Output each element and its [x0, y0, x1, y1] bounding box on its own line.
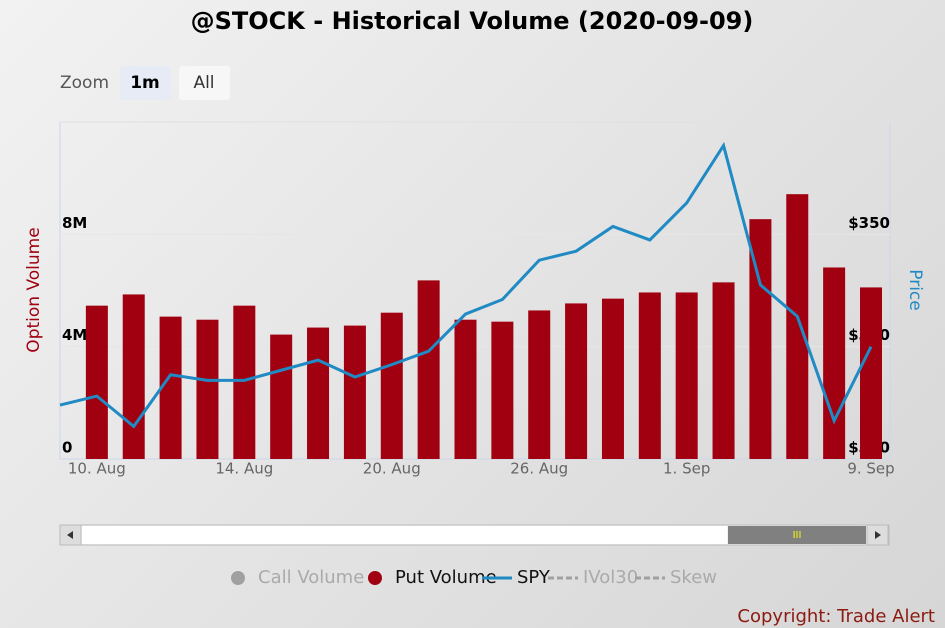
legend-label[interactable]: IVol30 — [583, 567, 638, 588]
x-tick-label: 10. Aug — [68, 460, 126, 478]
navigator-window[interactable] — [82, 526, 727, 544]
bar — [307, 327, 330, 459]
bar — [233, 305, 256, 459]
bar — [565, 303, 588, 459]
bar — [823, 267, 846, 459]
arrow — [875, 531, 881, 539]
x-tick-label: 14. Aug — [215, 460, 273, 478]
bar — [491, 321, 514, 459]
x-tick-label: 9. Sep — [847, 460, 894, 478]
bar — [85, 305, 108, 459]
scrollbar-thumb[interactable] — [728, 526, 866, 544]
legend-label[interactable]: Skew — [670, 567, 717, 588]
bar — [712, 282, 735, 459]
y-axis-title: Option Volume — [24, 227, 44, 352]
legend-label[interactable]: SPY — [517, 567, 551, 588]
bar — [159, 316, 182, 459]
y-tick-label: 4M — [62, 326, 87, 344]
legend-label[interactable]: Put Volume — [395, 567, 497, 588]
bar — [860, 287, 882, 459]
y-tick-label: 8M — [62, 214, 87, 232]
bar — [786, 194, 809, 459]
arrow — [67, 531, 73, 539]
bar — [749, 219, 772, 459]
bar — [601, 298, 624, 459]
bar — [122, 294, 145, 459]
bar — [417, 280, 440, 459]
scrollbar-grip: III — [793, 530, 802, 541]
zoom-label: Zoom — [60, 73, 109, 93]
zoom-button[interactable]: 1m — [130, 73, 160, 93]
x-tick-label: 20. Aug — [363, 460, 421, 478]
x-tick-label: 1. Sep — [663, 460, 710, 478]
zoom-button[interactable]: All — [193, 73, 214, 93]
bar — [380, 312, 403, 459]
bar — [528, 310, 551, 459]
legend-label[interactable]: Call Volume — [258, 567, 364, 588]
copyright: Copyright: Trade Alert — [737, 606, 935, 627]
bar — [638, 292, 661, 459]
bar — [196, 319, 219, 459]
line — [59, 141, 873, 429]
y2-tick-label: $350 — [848, 214, 890, 232]
y2-axis-title: Price — [905, 269, 925, 310]
bar — [454, 319, 477, 459]
legend-symbol — [231, 571, 245, 585]
legend-symbol — [368, 571, 382, 585]
y-tick-label: 0 — [62, 439, 72, 457]
x-tick-label: 26. Aug — [510, 460, 568, 478]
chart-title: @STOCK - Historical Volume (2020-09-09) — [191, 7, 754, 35]
bar — [270, 334, 293, 459]
bar — [343, 325, 366, 459]
zoom-button-bg[interactable] — [179, 66, 230, 100]
bar — [675, 292, 698, 459]
zoom-button-bg[interactable] — [120, 66, 171, 100]
